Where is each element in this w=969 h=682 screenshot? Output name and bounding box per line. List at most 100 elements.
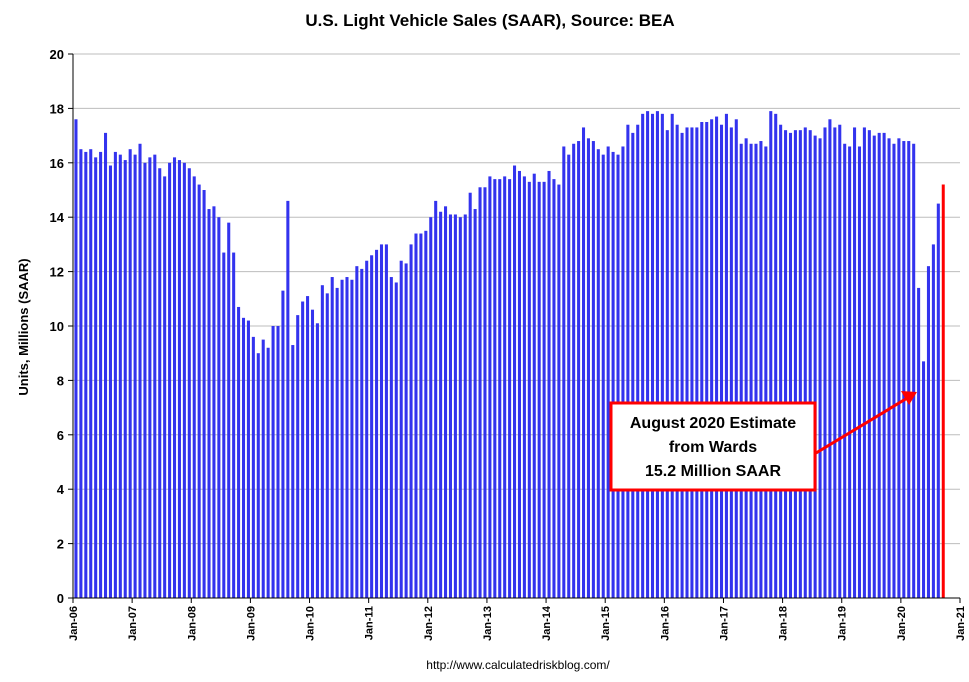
bar: [739, 143, 743, 598]
bar: [907, 141, 911, 599]
bar: [148, 157, 152, 599]
bar: [754, 143, 758, 598]
x-tick-label: Jan-20: [896, 606, 908, 641]
y-tick-label: 18: [50, 101, 64, 116]
bar: [818, 138, 822, 598]
bar: [335, 287, 339, 598]
y-tick-labels: 0 2 4 6 8 10 12 14 16 18 20: [50, 47, 73, 606]
bar: [513, 165, 517, 598]
bar: [926, 266, 930, 598]
bar: [483, 187, 487, 598]
bar: [931, 244, 935, 598]
bar: [552, 179, 556, 598]
x-tick-label: Jan-12: [423, 606, 435, 641]
bar: [715, 116, 719, 598]
bar: [330, 277, 334, 598]
x-tick-label: Jan-13: [482, 606, 494, 641]
bar: [241, 317, 246, 598]
bar: [557, 184, 561, 598]
chart-title: U.S. Light Vehicle Sales (SAAR), Source:…: [305, 11, 674, 30]
bar: [389, 277, 393, 598]
y-tick-label: 2: [57, 537, 64, 552]
bar: [572, 143, 576, 598]
bar: [700, 122, 704, 598]
annotation-line: 15.2 Million SAAR: [645, 463, 781, 480]
bar: [833, 127, 837, 598]
bar: [488, 176, 492, 598]
bar: [192, 176, 196, 598]
bar: [892, 143, 896, 598]
bar: [616, 154, 620, 598]
bar: [867, 130, 871, 598]
bar: [453, 214, 457, 599]
bar: [527, 181, 531, 598]
bar: [606, 146, 610, 599]
bar: [217, 217, 221, 598]
x-tick-label: Jan-19: [837, 606, 849, 641]
bar: [463, 214, 467, 599]
bar: [724, 113, 728, 598]
bar: [857, 146, 862, 599]
bar: [414, 233, 418, 598]
bar: [118, 154, 122, 598]
x-tick-label: Jan-07: [127, 606, 139, 641]
bar: [473, 209, 477, 599]
annotation-line: August 2020 Estimate: [630, 415, 796, 432]
annotation-line: from Wards: [669, 439, 757, 456]
bar: [542, 181, 546, 598]
y-tick-label: 10: [50, 319, 64, 334]
bar: [227, 222, 231, 598]
bar: [113, 151, 117, 599]
x-tick-label: Jan-15: [600, 606, 612, 641]
bar: [872, 135, 876, 598]
bar: [877, 132, 881, 598]
bar: [803, 127, 807, 598]
bar: [409, 244, 413, 598]
bar: [128, 149, 132, 598]
bar: [670, 113, 674, 598]
x-tick-label: Jan-21: [955, 606, 967, 641]
bar: [202, 190, 206, 598]
y-axis-label: Units, Millions (SAAR): [16, 258, 31, 395]
bar: [468, 192, 472, 598]
bar: [636, 124, 640, 598]
y-gridlines: [73, 53, 960, 599]
bar: [246, 320, 250, 598]
bar: [365, 260, 369, 598]
bar: [187, 168, 191, 599]
bar: [788, 132, 793, 598]
bar: [143, 162, 147, 599]
bar: [591, 141, 595, 599]
bar: [522, 176, 526, 598]
bar: [897, 138, 901, 598]
bar: [813, 135, 817, 598]
bar: [764, 146, 768, 599]
bar: [276, 326, 280, 598]
bar: [611, 151, 615, 599]
bar: [168, 162, 172, 599]
bar: [237, 306, 241, 598]
bar: [734, 119, 738, 598]
bar: [207, 209, 211, 599]
bar: [828, 119, 832, 598]
x-tick-label: Jan-18: [778, 606, 790, 641]
bar: [291, 345, 295, 598]
x-tick-label: Jan-06: [68, 606, 80, 641]
bar: [695, 127, 699, 598]
bar: [936, 203, 940, 598]
bar: [424, 230, 428, 599]
bar: [108, 165, 112, 598]
bar: [508, 179, 512, 598]
bar: [177, 160, 181, 598]
bar: [759, 141, 763, 599]
bar: [394, 282, 398, 598]
bar: [744, 138, 748, 598]
bar: [429, 217, 433, 598]
x-tick-label: Jan-08: [186, 606, 198, 641]
bar: [286, 200, 290, 598]
bar: [320, 285, 324, 598]
bar: [532, 173, 536, 598]
bar: [478, 187, 482, 598]
bar: [360, 268, 364, 598]
bar: [749, 143, 753, 598]
